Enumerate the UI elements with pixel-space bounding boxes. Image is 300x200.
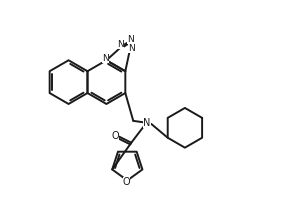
Text: N: N bbox=[143, 118, 151, 128]
Text: N: N bbox=[102, 54, 109, 63]
Text: N: N bbox=[117, 40, 124, 49]
Text: O: O bbox=[122, 177, 130, 187]
Text: N: N bbox=[128, 44, 135, 53]
Text: N: N bbox=[127, 35, 134, 44]
Text: O: O bbox=[112, 131, 119, 141]
